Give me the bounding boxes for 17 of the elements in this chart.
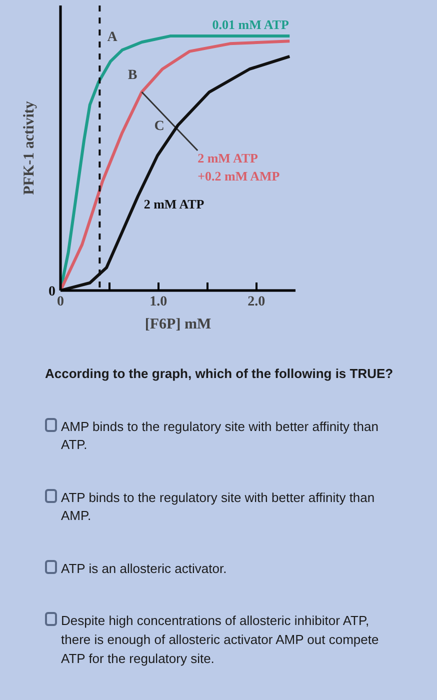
text: ATP binds to the regulatory site with better affinity than AMP. <box>61 488 376 526</box>
text: 2 mM ATP +0.2 mM AMP <box>198 150 280 184</box>
annotation: B <box>128 68 138 83</box>
annotation: A <box>107 30 118 45</box>
x-axis-title: [F6P] mM <box>144 316 212 332</box>
text: Despite high concentrations of allosteric inhibitor ATP, there is enough of allosteric activator AMP out compete ATP for the regulatory site. <box>61 612 380 668</box>
x-tick-label: 0 <box>57 294 64 310</box>
text: 0 <box>48 284 56 300</box>
y-axis-title: PFK-1 activity <box>22 100 38 195</box>
annotation: C <box>154 118 164 134</box>
series-label: 0.01 mM ATP <box>212 17 289 32</box>
text: According to the graph, which of the following is TRUE? <box>45 365 394 383</box>
text: ATP is an allosteric activator. <box>61 560 227 578</box>
text: AMP binds to the regulatory site with better affinity than ATP. <box>61 418 380 454</box>
x-tick-label: 2.0 <box>248 294 266 310</box>
x-tick-label: 1.0 <box>150 294 168 310</box>
series-label: 2 mM ATP <box>144 196 204 212</box>
